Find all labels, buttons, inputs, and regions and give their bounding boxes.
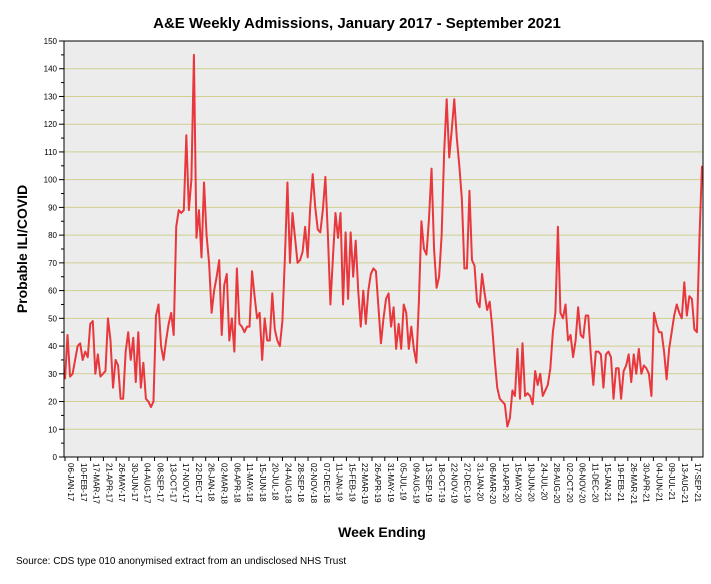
y-tick-label: 30 (48, 370, 57, 379)
x-tick-label: 02-MAR-18 (219, 463, 228, 504)
x-tick-label: 06-APR-18 (232, 463, 241, 503)
plot-area (64, 41, 703, 457)
x-tick-label: 19-FEB-21 (616, 463, 625, 502)
y-tick-label: 60 (48, 287, 57, 296)
x-tick-label: 22-MAR-19 (360, 463, 369, 504)
x-tick-label: 15-JAN-21 (603, 463, 612, 502)
x-tick-label: 18-OCT-19 (437, 463, 446, 503)
x-tick-label: 26-MAY-17 (117, 463, 126, 503)
x-tick-label: 10-APR-20 (501, 463, 510, 503)
x-tick-label: 28-SEP-18 (296, 463, 305, 503)
x-tick-label: 02-NOV-18 (309, 463, 318, 504)
x-tick-label: 06-NOV-20 (578, 463, 587, 504)
y-axis-title: Probable ILI/COVID (14, 185, 30, 313)
x-tick-label: 31-JAN-20 (475, 463, 484, 502)
y-tick-label: 50 (48, 314, 57, 323)
x-tick-label: 13-OCT-17 (168, 463, 177, 503)
plot-border (63, 40, 704, 458)
x-tick-label: 27-DEC-19 (463, 463, 472, 504)
y-tick-label: 100 (44, 176, 58, 185)
x-tick-label: 21-APR-17 (104, 463, 113, 503)
x-tick-label: 31-MAY-19 (386, 463, 395, 503)
x-tick-label: 17-NOV-17 (181, 463, 190, 504)
source-note: Source: CDS type 010 anonymised extract … (16, 556, 346, 567)
x-tick-label: 20-JUL-18 (271, 463, 280, 501)
x-tick-label: 26-MAR-21 (629, 463, 638, 504)
y-tick-label: 40 (48, 342, 57, 351)
y-tick-label: 20 (48, 398, 57, 407)
x-tick-label: 26-APR-19 (373, 463, 382, 503)
x-tick-label: 19-JUN-20 (526, 463, 535, 502)
x-tick-label: 04-AUG-17 (143, 463, 152, 504)
x-tick-label: 24-JUL-20 (539, 463, 548, 501)
x-tick-label: 17-SEP-21 (693, 463, 702, 503)
x-tick-label: 11-MAY-18 (245, 463, 254, 502)
y-tick-label: 140 (44, 65, 58, 74)
x-axis-title: Week Ending (338, 524, 426, 540)
x-tick-label: 11-DEC-20 (590, 463, 599, 503)
chart-title: A&E Weekly Admissions, January 2017 - Se… (153, 15, 561, 32)
y-tick-label: 150 (44, 37, 58, 46)
x-tick-label: 30-APR-21 (642, 463, 651, 503)
x-tick-label: 07-DEC-18 (322, 463, 331, 504)
series-line (64, 53, 703, 428)
y-tick-label: 70 (48, 259, 57, 268)
x-tick-label: 09-AUG-19 (411, 463, 420, 504)
x-tick-label: 15-FEB-19 (347, 463, 356, 502)
x-tick-label: 22-DEC-17 (194, 463, 203, 504)
y-tick-label: 120 (44, 120, 58, 129)
x-tick-label: 22-NOV-19 (450, 463, 459, 504)
x-tick-label: 13-AUG-21 (680, 463, 689, 504)
x-tick-label: 06-MAR-20 (488, 463, 497, 504)
x-tick-label: 09-JUL-21 (667, 463, 676, 501)
y-tick-label: 90 (48, 203, 57, 212)
x-tick-label: 11-JAN-19 (335, 463, 344, 501)
y-tick-label: 10 (48, 425, 57, 434)
x-tick-label: 04-JUN-21 (654, 463, 663, 502)
x-axis-ticks: 06-JAN-17 10-FEB-17 17-MAR-17 21-APR-17 26-M… (64, 457, 702, 504)
y-tick-label: 80 (48, 231, 57, 240)
x-tick-label: 06-JAN-17 (66, 463, 75, 502)
series-layer (64, 53, 703, 428)
x-tick-label: 17-MAR-17 (92, 463, 101, 504)
x-tick-label: 26-JAN-18 (207, 463, 216, 502)
x-tick-label: 28-AUG-20 (552, 463, 561, 504)
x-tick-label: 15-MAY-20 (514, 463, 523, 503)
y-tick-label: 0 (53, 453, 58, 462)
y-tick-label: 130 (44, 92, 58, 101)
x-tick-label: 15-JUN-18 (258, 463, 267, 502)
y-tick-label: 110 (44, 148, 57, 157)
x-tick-label: 30-JUN-17 (130, 463, 139, 502)
y-axis-ticks: 0 10 20 30 40 50 60 70 80 90 100 110 120 130 140 150 (44, 37, 64, 462)
x-tick-label: 10-FEB-17 (79, 463, 88, 502)
x-tick-label: 05-JUL-19 (399, 463, 408, 501)
x-tick-label: 02-OCT-20 (565, 463, 574, 503)
x-tick-label: 08-SEP-17 (156, 463, 165, 503)
x-tick-label: 13-SEP-19 (424, 463, 433, 503)
x-tick-label: 24-AUG-18 (283, 463, 292, 504)
